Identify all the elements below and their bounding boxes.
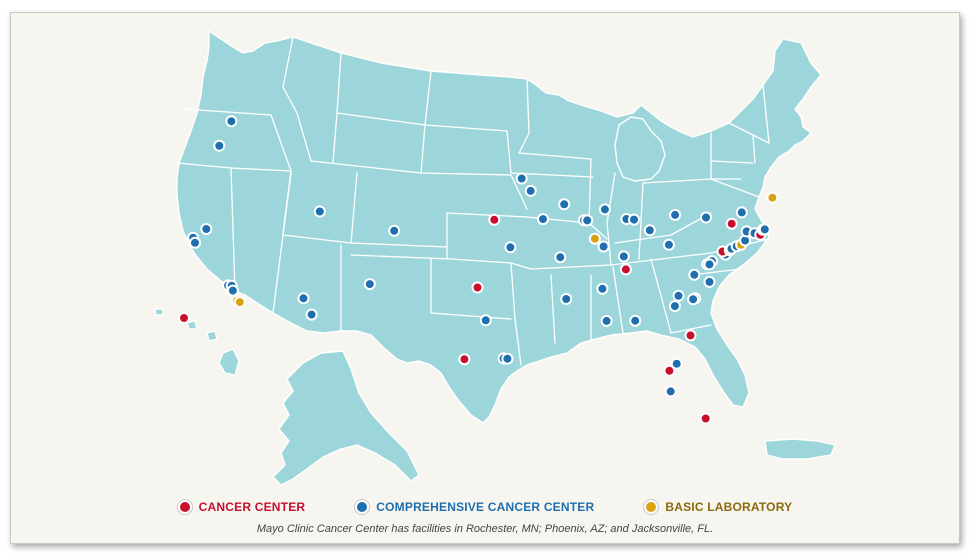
facility-marker-comprehensive[interactable]	[558, 198, 571, 211]
state-borders	[176, 36, 770, 366]
michigan-peninsula	[614, 116, 666, 182]
hawaii-island-maui	[206, 330, 218, 342]
facility-marker-comprehensive[interactable]	[669, 208, 682, 221]
basic-lab-dot-icon	[644, 500, 659, 514]
facility-marker-comprehensive[interactable]	[225, 115, 238, 128]
facility-marker-comprehensive[interactable]	[363, 278, 376, 291]
facility-marker-hawaii[interactable]	[178, 312, 190, 324]
hawaii-island-kauai	[154, 308, 164, 316]
facility-marker-comprehensive[interactable]	[598, 203, 611, 216]
legend-item-cancer-center: CANCER CENTER	[177, 500, 306, 514]
facility-marker-comprehensive[interactable]	[617, 250, 630, 263]
facility-marker-basic-lab[interactable]	[233, 296, 246, 309]
facility-marker-comprehensive[interactable]	[629, 314, 642, 327]
facility-marker-comprehensive[interactable]	[504, 241, 517, 254]
facility-marker-cancer-center[interactable]	[619, 263, 632, 276]
comprehensive-dot-icon	[355, 500, 370, 514]
facility-marker-comprehensive[interactable]	[662, 238, 675, 251]
facility-marker-comprehensive[interactable]	[213, 139, 226, 152]
facility-marker-comprehensive[interactable]	[524, 184, 537, 197]
facility-marker-comprehensive[interactable]	[560, 293, 573, 305]
map-caption: Mayo Clinic Cancer Center has facilities…	[256, 523, 714, 535]
facility-marker-comprehensive[interactable]	[600, 314, 613, 327]
facility-marker-comprehensive[interactable]	[189, 236, 201, 249]
legend-label-cancer-center: CANCER CENTER	[198, 500, 306, 514]
contiguous-us-landmass	[176, 30, 822, 424]
facility-marker-comprehensive[interactable]	[643, 224, 656, 237]
facility-marker-comprehensive[interactable]	[688, 268, 701, 281]
legend-label-basic-lab: BASIC LABORATORY	[665, 500, 793, 514]
legend: CANCER CENTER COMPREHENSIVE CANCER CENTE…	[11, 500, 959, 514]
facility-marker-comprehensive[interactable]	[226, 284, 239, 297]
facility-marker-comprehensive[interactable]	[758, 223, 771, 236]
facility-marker-cancer-center[interactable]	[725, 217, 738, 230]
facility-marker-comprehensive[interactable]	[479, 314, 492, 327]
us-map	[154, 30, 836, 486]
facility-marker-cancer-center[interactable]	[663, 364, 676, 377]
facility-marker-cancer-center[interactable]	[488, 213, 501, 226]
facility-marker-basic-lab[interactable]	[766, 191, 779, 204]
facility-marker-comprehensive[interactable]	[297, 292, 310, 305]
legend-label-comprehensive: COMPREHENSIVE CANCER CENTER	[376, 500, 595, 514]
facility-marker-comprehensive[interactable]	[388, 224, 401, 237]
facility-marker-comprehensive[interactable]	[581, 214, 594, 227]
facility-marker-comprehensive[interactable]	[305, 308, 318, 321]
facility-marker-comprehensive[interactable]	[670, 357, 683, 370]
facility-marker-comprehensive[interactable]	[735, 206, 748, 219]
facility-marker-cancer-center[interactable]	[458, 353, 471, 366]
hawaii-island-oahu	[186, 320, 198, 330]
legend-item-basic-lab: BASIC LABORATORY	[644, 500, 792, 514]
hawaii-island-big	[218, 348, 240, 376]
facility-marker-cancer-center[interactable]	[471, 281, 484, 294]
map-card: CANCER CENTER COMPREHENSIVE CANCER CENTE…	[10, 12, 960, 544]
facility-marker-comprehensive[interactable]	[703, 275, 716, 288]
facility-marker-comprehensive[interactable]	[554, 251, 567, 264]
facility-marker-comprehensive[interactable]	[672, 289, 685, 302]
cancer-center-dot-icon	[177, 500, 192, 514]
facility-marker-basic-lab[interactable]	[588, 232, 601, 245]
facility-marker-comprehensive[interactable]	[597, 240, 610, 253]
legend-item-comprehensive: COMPREHENSIVE CANCER CENTER	[355, 500, 594, 514]
facility-marker-comprehensive[interactable]	[703, 258, 716, 271]
facility-marker-comprehensive[interactable]	[668, 300, 681, 313]
facility-marker-comprehensive[interactable]	[515, 172, 528, 185]
facility-marker-comprehensive[interactable]	[628, 213, 640, 226]
facility-markers	[178, 115, 779, 425]
facility-marker-comprehensive[interactable]	[501, 352, 514, 365]
facility-marker-comprehensive[interactable]	[200, 223, 213, 235]
facility-marker-comprehensive[interactable]	[687, 293, 700, 306]
facility-marker-comprehensive[interactable]	[537, 213, 549, 226]
facility-marker-cancer-center[interactable]	[699, 412, 712, 425]
facility-marker-comprehensive[interactable]	[664, 385, 677, 398]
alaska-landmass	[272, 350, 420, 486]
facility-marker-comprehensive[interactable]	[700, 211, 712, 224]
facility-marker-comprehensive[interactable]	[313, 205, 326, 218]
facility-marker-cancer-center[interactable]	[684, 329, 697, 342]
facility-marker-comprehensive[interactable]	[596, 282, 609, 295]
puerto-rico-landmass	[764, 438, 836, 460]
